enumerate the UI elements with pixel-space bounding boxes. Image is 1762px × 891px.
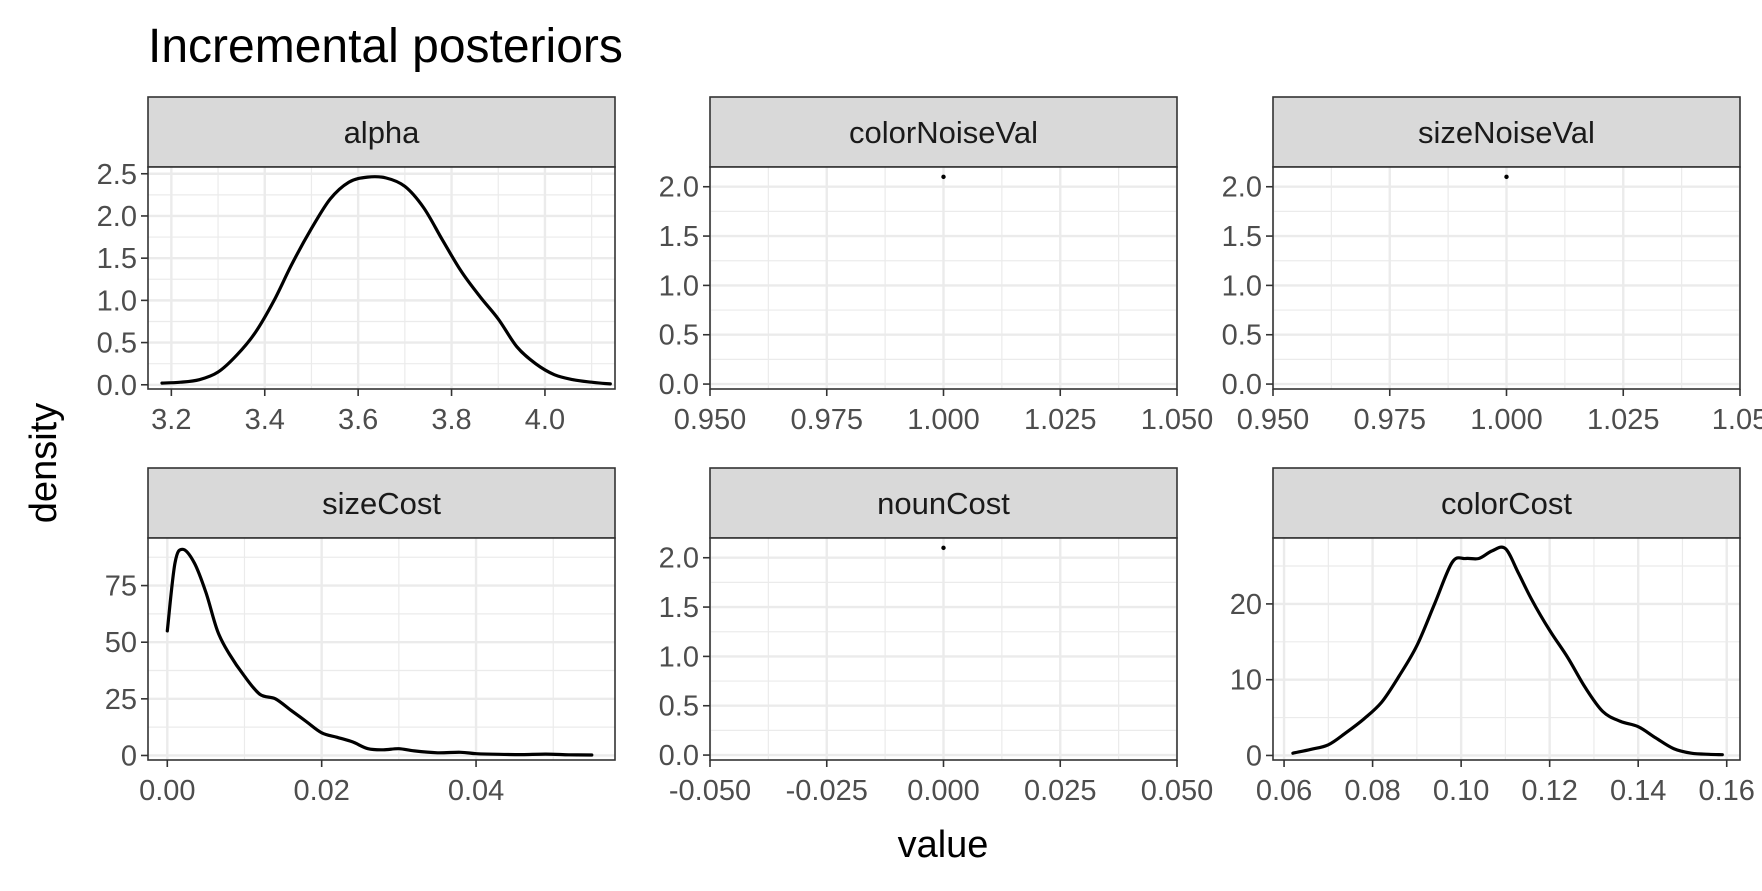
panel-sizeCost-strip-label: sizeCost — [322, 486, 441, 521]
panel-nounCost-y-tick-label: 1.0 — [659, 641, 699, 673]
panel-colorCost-strip — [1272, 467, 1741, 539]
panel-sizeNoiseVal-x-tick-label: 1.000 — [1470, 404, 1543, 436]
panel-sizeNoiseVal-data — [1504, 174, 1509, 180]
panel-alpha-y-tick-label: 1.0 — [97, 285, 137, 317]
facet-panels: alpha 0.0 0.5 1.0 1.5 2.0 2.5 3.2 3.4 3.6 3.8 4.0 co… — [97, 96, 1762, 807]
panel-sizeNoiseVal-strip-label: sizeNoiseVal — [1418, 115, 1595, 150]
panel-colorCost-x-tick-label: 0.10 — [1433, 775, 1489, 807]
panel-sizeNoiseVal-y-tick-label: 1.5 — [1222, 221, 1262, 253]
x-axis-title: value — [898, 824, 989, 866]
panel-colorCost-y-tick-label: 10 — [1230, 665, 1262, 697]
panel-colorNoiseVal-density-point — [941, 174, 946, 180]
panel-alpha-y-tick-label: 0.5 — [97, 328, 137, 360]
panel-colorCost: colorCost 0 10 20 0.06 0.08 0.10 0.12 0.14 0.16 — [1230, 467, 1755, 807]
panel-alpha-density-line — [160, 175, 612, 386]
y-axis-title: density — [23, 403, 65, 523]
panel-sizeNoiseVal-y-tick-label: 2.0 — [1222, 172, 1262, 204]
panel-alpha: alpha 0.0 0.5 1.0 1.5 2.0 2.5 3.2 3.4 3.6 3.8 4.0 — [97, 96, 616, 436]
panel-alpha-y-tick-label: 2.5 — [97, 159, 137, 191]
panel-alpha-x-tick-label: 3.4 — [245, 404, 285, 436]
panel-colorNoiseVal: colorNoiseVal 0.0 0.5 1.0 1.5 2.0 0.950 0.975 1.… — [659, 96, 1214, 436]
panel-nounCost-x-tick-label: 0.025 — [1024, 775, 1097, 807]
panel-nounCost-grid — [710, 538, 1177, 760]
panel-sizeCost-x-tick-label: 0.02 — [293, 775, 349, 807]
panel-nounCost-y-tick-label: 1.5 — [659, 592, 699, 624]
panel-alpha-x-tick-label: 3.8 — [431, 404, 471, 436]
panel-alpha-x-tick-label: 4.0 — [525, 404, 565, 436]
panel-colorCost-data — [1291, 545, 1724, 757]
panel-sizeNoiseVal-grid — [1273, 167, 1740, 389]
panel-colorCost-density-line — [1291, 545, 1724, 757]
panel-alpha-x-tick-label: 3.2 — [151, 404, 191, 436]
panel-sizeNoiseVal-x-tick-label: 0.975 — [1353, 404, 1426, 436]
chart-title: Incremental posteriors — [148, 20, 623, 73]
panel-alpha-strip — [147, 96, 616, 168]
panel-colorNoiseVal-x-tick-label: 0.950 — [674, 404, 747, 436]
panel-sizeCost-y-tick-label: 25 — [105, 684, 137, 716]
panel-nounCost-density-point — [941, 545, 946, 551]
panel-nounCost-x-tick-label: -0.050 — [669, 775, 751, 807]
panel-sizeCost-border — [147, 537, 616, 761]
panel-colorNoiseVal-grid — [710, 167, 1177, 389]
panel-sizeNoiseVal-x-tick-label: 0.950 — [1237, 404, 1310, 436]
panel-nounCost-y-tick-label: 0.0 — [659, 740, 699, 772]
panel-sizeNoiseVal-x-tick-label: 1.025 — [1587, 404, 1660, 436]
panel-colorNoiseVal-y-tick-label: 0.0 — [659, 369, 699, 401]
panel-nounCost-y-tick-label: 2.0 — [659, 543, 699, 575]
panel-colorCost-background — [1273, 538, 1740, 760]
panel-alpha-y-tick-label: 1.5 — [97, 243, 137, 275]
panel-sizeNoiseVal-y-tick-label: 1.0 — [1222, 270, 1262, 302]
panel-colorCost-border — [1272, 537, 1741, 761]
panel-sizeCost-y-tick-label: 50 — [105, 627, 137, 659]
panel-colorNoiseVal-y-tick-label: 1.5 — [659, 221, 699, 253]
panel-colorNoiseVal-strip-label: colorNoiseVal — [849, 115, 1038, 150]
panel-nounCost: nounCost 0.0 0.5 1.0 1.5 2.0 -0.050 -0.025 0.000… — [659, 467, 1214, 807]
panel-alpha-y-tick-label: 0.0 — [97, 370, 137, 402]
panel-alpha-border — [147, 166, 616, 390]
panel-nounCost-strip-label: nounCost — [877, 486, 1010, 521]
panel-sizeCost-density-line — [165, 547, 594, 757]
panel-nounCost-data — [941, 545, 946, 551]
panel-sizeCost: sizeCost 0 25 50 75 0.00 0.02 0.04 — [105, 467, 616, 807]
panel-colorNoiseVal-x-tick-label: 0.975 — [790, 404, 863, 436]
panel-colorNoiseVal-y-tick-label: 0.5 — [659, 320, 699, 352]
panel-colorCost-x-tick-label: 0.14 — [1610, 775, 1666, 807]
panel-colorNoiseVal-x-tick-label: 1.050 — [1141, 404, 1214, 436]
panel-sizeCost-y-tick-label: 75 — [105, 571, 137, 603]
panel-alpha-strip-label: alpha — [344, 115, 421, 150]
panel-nounCost-y-tick-label: 0.5 — [659, 691, 699, 723]
panel-colorCost-x-tick-label: 0.06 — [1256, 775, 1312, 807]
panel-sizeNoiseVal-density-point — [1504, 174, 1509, 180]
panel-sizeNoiseVal-y-tick-label: 0.0 — [1222, 369, 1262, 401]
panel-nounCost-x-tick-label: -0.025 — [786, 775, 868, 807]
panel-alpha-background — [148, 167, 615, 389]
panel-sizeCost-data — [165, 547, 594, 757]
panel-sizeNoiseVal: sizeNoiseVal 0.0 0.5 1.0 1.5 2.0 0.950 0.975 1.0… — [1222, 96, 1762, 436]
panel-sizeCost-y-tick-label: 0 — [121, 740, 137, 772]
panel-colorNoiseVal-y-tick-label: 2.0 — [659, 172, 699, 204]
panel-sizeNoiseVal-y-tick-label: 0.5 — [1222, 320, 1262, 352]
panel-colorNoiseVal-x-tick-label: 1.025 — [1024, 404, 1097, 436]
panel-colorCost-y-tick-label: 0 — [1246, 740, 1262, 772]
panel-nounCost-x-tick-label: 0.050 — [1141, 775, 1214, 807]
panel-nounCost-x-tick-label: 0.000 — [907, 775, 980, 807]
panel-colorNoiseVal-x-tick-label: 1.000 — [907, 404, 980, 436]
panel-sizeNoiseVal-x-tick-label: 1.05 — [1712, 404, 1762, 436]
panel-colorNoiseVal-y-tick-label: 1.0 — [659, 270, 699, 302]
panel-alpha-data — [160, 175, 612, 386]
panel-sizeNoiseVal-strip — [1272, 96, 1741, 168]
panel-sizeCost-x-tick-label: 0.04 — [448, 775, 504, 807]
panel-colorCost-x-tick-label: 0.16 — [1698, 775, 1754, 807]
panel-sizeCost-x-tick-label: 0.00 — [139, 775, 195, 807]
panel-alpha-x-tick-label: 3.6 — [338, 404, 378, 436]
panel-alpha-grid — [148, 167, 615, 389]
panel-colorCost-x-tick-label: 0.12 — [1521, 775, 1577, 807]
panel-colorCost-x-tick-label: 0.08 — [1344, 775, 1400, 807]
panel-colorCost-strip-label: colorCost — [1441, 486, 1572, 521]
panel-colorCost-y-tick-label: 20 — [1230, 589, 1262, 621]
panel-colorNoiseVal-data — [941, 174, 946, 180]
panel-alpha-y-tick-label: 2.0 — [97, 201, 137, 233]
